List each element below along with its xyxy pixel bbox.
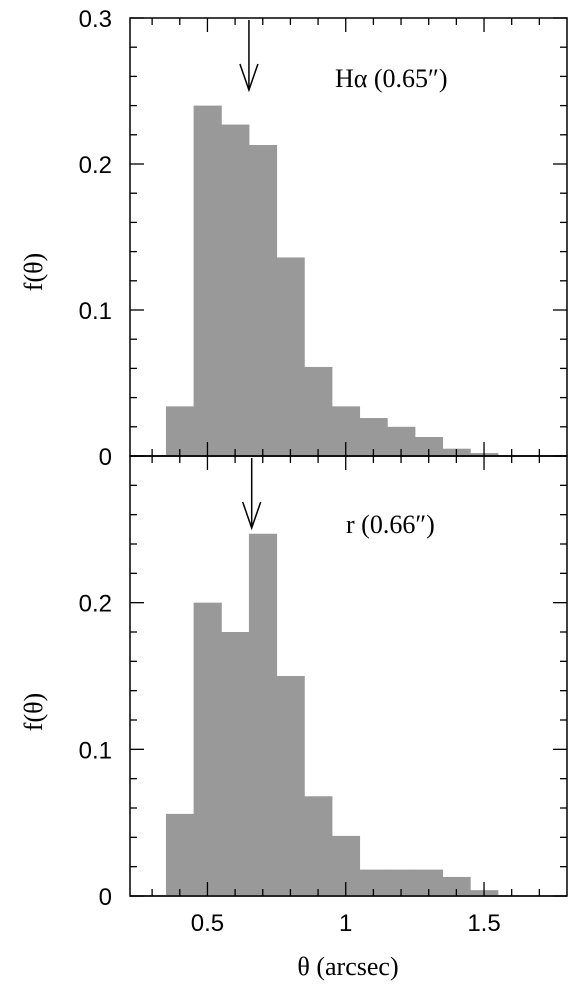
y-tick-label: 0.2 bbox=[79, 152, 112, 179]
bottom-y-axis-label: f(θ) bbox=[19, 693, 48, 731]
top-y-axis-label: f(θ) bbox=[19, 253, 48, 291]
histogram-bar bbox=[221, 124, 250, 456]
arrow-head bbox=[241, 501, 262, 531]
y-tick-label: 0.2 bbox=[79, 591, 112, 618]
top-axis-ticks: 0 0.1 0.2 0.3 bbox=[79, 6, 567, 471]
bottom-median-arrow bbox=[241, 458, 262, 531]
histogram-bar bbox=[221, 632, 250, 896]
bottom-panel-frame bbox=[129, 455, 568, 897]
y-tick-label: 0 bbox=[99, 444, 112, 471]
histogram-bar bbox=[193, 105, 222, 456]
bottom-histogram-bars bbox=[130, 533, 567, 897]
histogram-bar bbox=[304, 796, 333, 896]
top-panel: 0 0.1 0.2 0.3 Hα (0.65″) f(θ) bbox=[19, 6, 568, 471]
histogram-bar bbox=[304, 366, 333, 456]
bottom-panel: 0 0.1 0.2 0.5 1 1.5 r (0.66″) f(θ) θ (arcsec) bbox=[19, 455, 568, 981]
histogram-bar bbox=[248, 145, 278, 456]
y-tick-label: 0.1 bbox=[79, 298, 112, 325]
histogram-bar bbox=[193, 602, 222, 896]
x-tick-label: 1 bbox=[339, 910, 352, 937]
histogram-bar bbox=[165, 406, 195, 456]
arrow-head bbox=[239, 63, 259, 93]
top-median-arrow bbox=[239, 20, 259, 93]
histogram-bar bbox=[248, 533, 278, 896]
x-axis-label: θ (arcsec) bbox=[297, 952, 398, 981]
histogram-bar bbox=[165, 813, 195, 896]
histogram-bar bbox=[276, 257, 305, 456]
bottom-annotation: r (0.66″) bbox=[346, 510, 435, 539]
x-tick-label: 0.5 bbox=[191, 910, 224, 937]
x-tick-label: 1.5 bbox=[467, 910, 500, 937]
bottom-axis-ticks: 0 0.1 0.2 0.5 1 1.5 bbox=[79, 455, 567, 937]
y-tick-label: 0.1 bbox=[79, 737, 112, 764]
histogram-bar bbox=[442, 876, 471, 896]
y-tick-label: 0 bbox=[99, 884, 112, 911]
histogram-bar bbox=[276, 676, 305, 896]
top-annotation: Hα (0.65″) bbox=[335, 64, 448, 93]
y-tick-label: 0.3 bbox=[79, 6, 112, 33]
histogram-bar bbox=[414, 437, 444, 456]
top-histogram-bars bbox=[130, 105, 567, 457]
